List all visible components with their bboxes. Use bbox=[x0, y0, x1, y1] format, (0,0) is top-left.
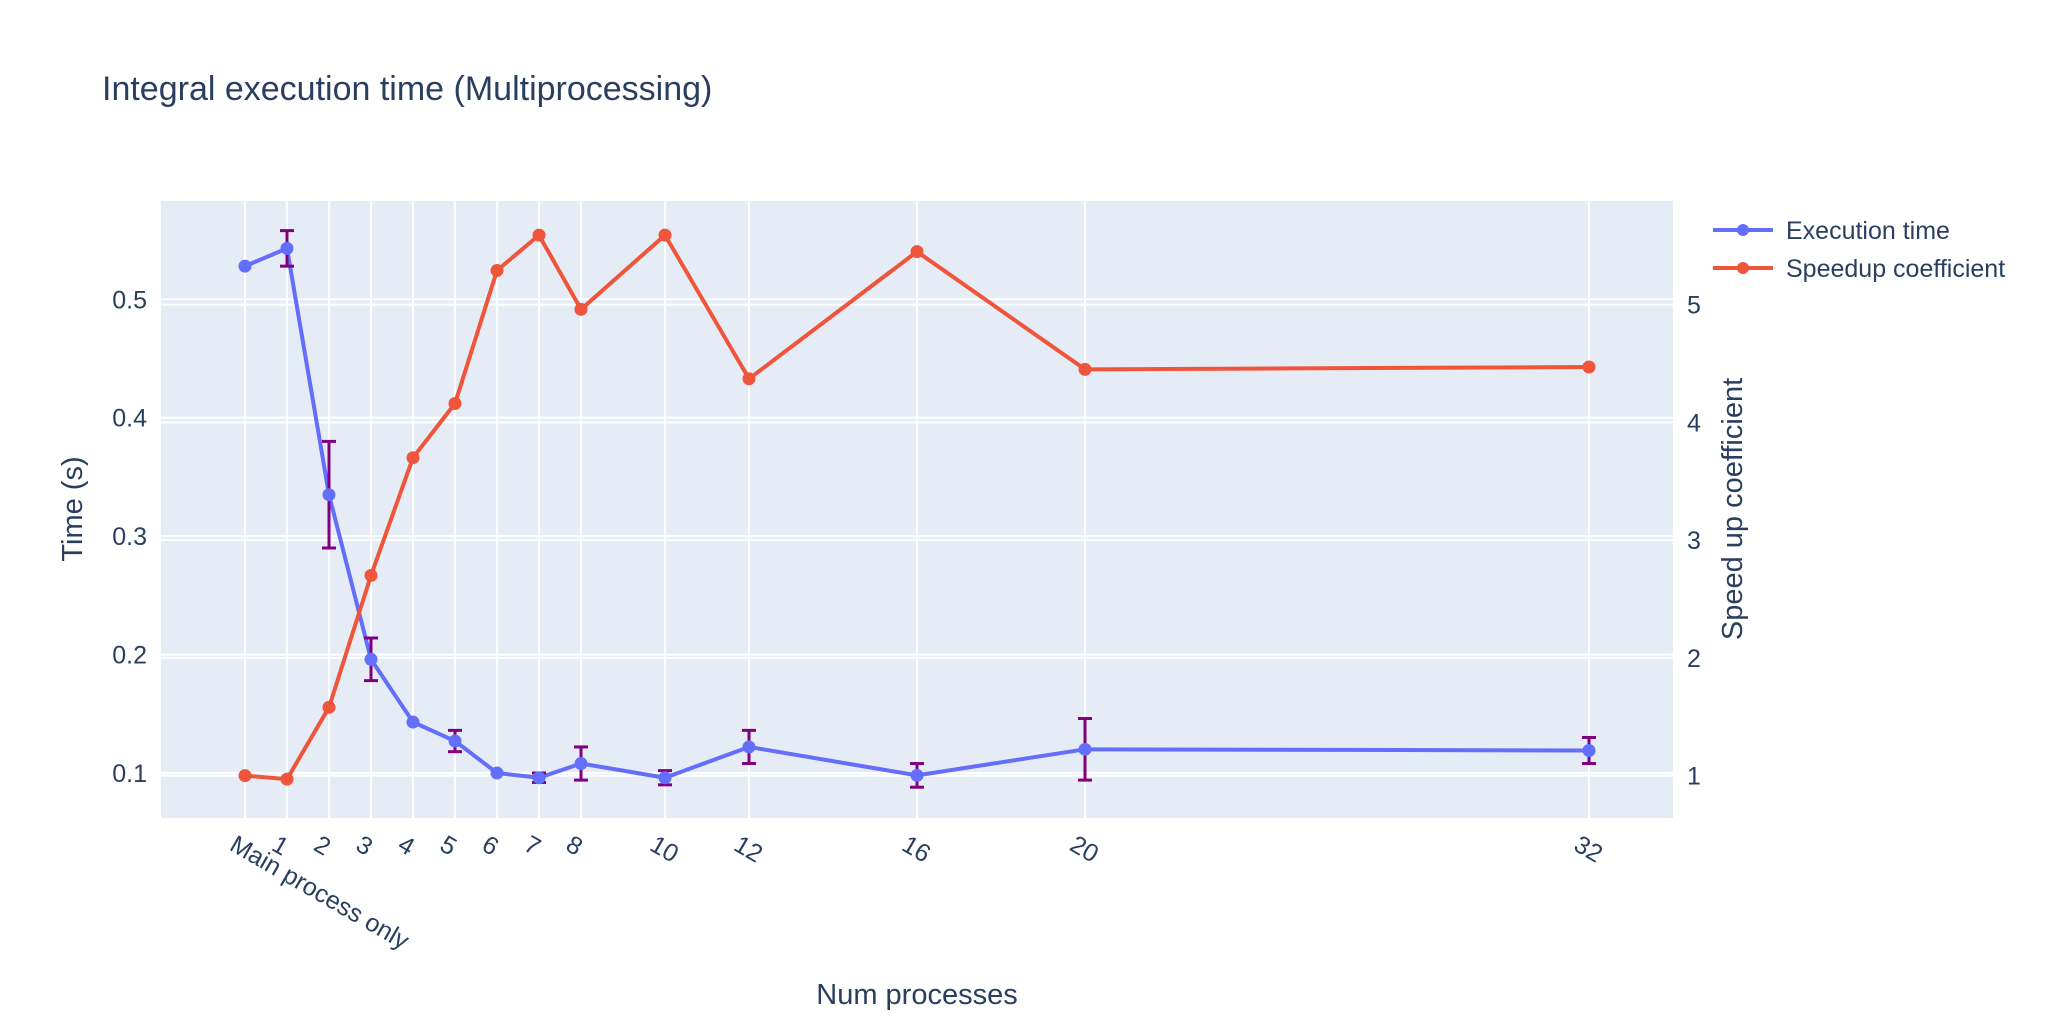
y-tick-label: 0.2 bbox=[112, 642, 147, 670]
y2-tick-label: 2 bbox=[1687, 645, 1701, 673]
x-tick-label: 3 bbox=[351, 830, 377, 861]
x-tick-label: 7 bbox=[519, 830, 545, 861]
data-point-speedup-coefficient bbox=[406, 451, 420, 465]
data-point-execution-time bbox=[742, 740, 756, 754]
data-point-speedup-coefficient bbox=[532, 228, 546, 242]
series-line-execution-time bbox=[244, 246, 1590, 780]
data-point-speedup-coefficient bbox=[280, 772, 294, 786]
legend-item-speedup-coefficient[interactable]: Speedup coefficient bbox=[1713, 255, 2005, 283]
data-point-execution-time bbox=[490, 766, 504, 780]
data-point-speedup-coefficient bbox=[238, 769, 252, 783]
x-tick-label: 20 bbox=[1065, 830, 1103, 868]
data-point-speedup-coefficient bbox=[1078, 362, 1092, 376]
x-tick-label: 2 bbox=[309, 830, 335, 861]
data-point-speedup-coefficient bbox=[364, 568, 378, 582]
data-point-execution-time bbox=[658, 771, 672, 785]
x-tick-label: 8 bbox=[561, 830, 587, 861]
y2-tick-label: 4 bbox=[1687, 409, 1701, 437]
data-point-execution-time bbox=[238, 259, 252, 273]
series-layer bbox=[238, 228, 1596, 789]
data-point-speedup-coefficient bbox=[658, 228, 672, 242]
legend-label-speedup-coefficient: Speedup coefficient bbox=[1786, 255, 2005, 283]
data-point-speedup-coefficient bbox=[322, 700, 336, 714]
data-point-execution-time bbox=[322, 488, 336, 502]
data-point-execution-time bbox=[574, 757, 588, 771]
x-tick-label: 10 bbox=[645, 830, 683, 868]
data-point-speedup-coefficient bbox=[490, 263, 504, 277]
x-axis-title: Num processes bbox=[816, 979, 1017, 1011]
y-axis-title: Time (s) bbox=[57, 456, 89, 561]
y-tick-label: 0.1 bbox=[112, 760, 147, 788]
data-point-execution-time bbox=[406, 715, 420, 729]
chart-title: Integral execution time (Multiprocessing… bbox=[102, 70, 712, 108]
legend-item-execution-time[interactable]: Execution time bbox=[1713, 217, 1950, 245]
data-point-execution-time bbox=[1078, 742, 1092, 756]
legend-label-execution-time: Execution time bbox=[1786, 217, 1950, 245]
y2-axis-title: Speed up coefficient bbox=[1717, 378, 1749, 640]
y-tick-label: 0.5 bbox=[112, 286, 147, 314]
data-point-execution-time bbox=[364, 652, 378, 666]
data-point-execution-time bbox=[1582, 743, 1596, 757]
y-tick-label: 0.3 bbox=[112, 523, 147, 551]
data-point-execution-time bbox=[280, 241, 294, 255]
x-tick-label: 12 bbox=[729, 830, 767, 868]
data-point-execution-time bbox=[910, 768, 924, 782]
data-point-speedup-coefficient bbox=[448, 397, 462, 411]
x-tick-label: 16 bbox=[897, 830, 935, 868]
y2-tick-label: 5 bbox=[1687, 292, 1701, 320]
x-tick-label: 5 bbox=[435, 830, 461, 861]
data-point-execution-time bbox=[532, 771, 546, 785]
y-tick-label: 0.4 bbox=[112, 405, 147, 433]
y2-tick-label: 1 bbox=[1687, 763, 1701, 791]
series-line-speedup-coefficient bbox=[244, 233, 1590, 782]
data-point-speedup-coefficient bbox=[574, 302, 588, 316]
legend: Execution time Speedup coefficient bbox=[1713, 217, 2005, 283]
x-tick-label: 32 bbox=[1569, 830, 1607, 868]
x-tick-label: 4 bbox=[393, 830, 419, 861]
data-point-speedup-coefficient bbox=[742, 372, 756, 386]
data-point-speedup-coefficient bbox=[910, 245, 924, 259]
data-point-speedup-coefficient bbox=[1582, 360, 1596, 374]
y2-tick-label: 3 bbox=[1687, 527, 1701, 555]
x-tick-label: 6 bbox=[477, 830, 503, 861]
data-point-execution-time bbox=[448, 734, 462, 748]
